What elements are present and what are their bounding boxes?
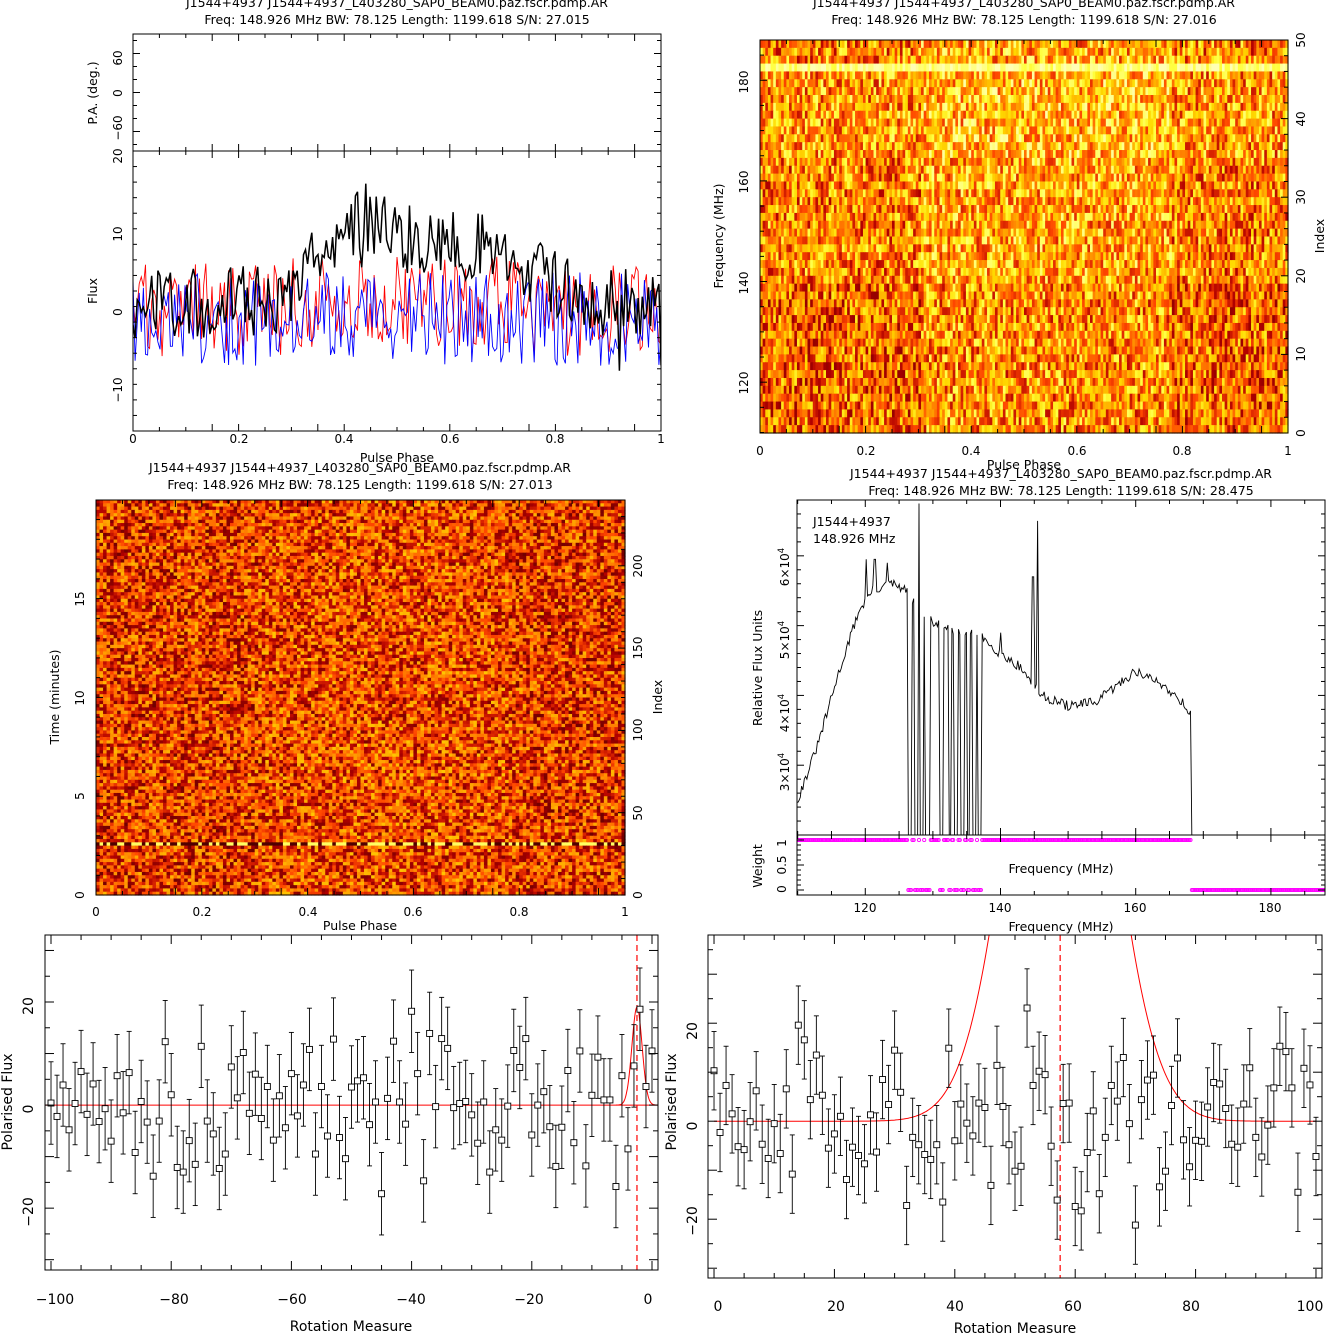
figure: J1544+4937 J1544+4937_L403280_SAP0_BEAM0… xyxy=(0,0,1326,1335)
pa-ytick-0: 0 xyxy=(111,89,125,97)
profile-xtick-0.8: 0.8 xyxy=(545,432,564,446)
pa-ylabel: P.A. (deg.) xyxy=(85,61,100,124)
profile-xtick-0.2: 0.2 xyxy=(229,432,248,446)
freq-phase-panel: J1544+4937 J1544+4937_L403280_SAP0_BEAM0… xyxy=(711,0,1326,472)
pa-ytick-60: 60 xyxy=(111,50,125,65)
profile-ytick-10: 10 xyxy=(111,226,125,241)
profile-title-line2: Freq: 148.926 MHz BW: 78.125 Length: 119… xyxy=(204,12,589,27)
pa-ticks xyxy=(133,34,661,151)
freq-phase-heatmap xyxy=(760,40,1289,434)
profile-xtick-1: 1 xyxy=(657,432,665,446)
pa-frame xyxy=(133,34,661,151)
profile-title-line1: J1544+4937 J1544+4937_L403280_SAP0_BEAM0… xyxy=(185,0,608,10)
freq-phase-title-line1: J1544+4937 J1544+4937_L403280_SAP0_BEAM0… xyxy=(812,0,1235,10)
profile-ylabel: Flux xyxy=(85,278,100,304)
profile-xtick-0.6: 0.6 xyxy=(440,432,459,446)
profile-ytick-neg10: −10 xyxy=(111,377,125,402)
profile-plot: −10 0 10 20 Flux 0 0.2 0.4 0.6 0.8 1 Pul… xyxy=(85,148,665,465)
profile-xtick-0: 0 xyxy=(129,432,137,446)
profile-ytick-0: 0 xyxy=(111,308,125,316)
profile-line-total-intensity xyxy=(133,184,661,371)
pa-plot: 60 0 −60 P.A. (deg.) xyxy=(85,34,661,151)
profile-ytick-20: 20 xyxy=(111,148,125,163)
freq-phase-title-line2: Freq: 148.926 MHz BW: 78.125 Length: 119… xyxy=(831,12,1216,27)
profile-panel: J1544+4937 J1544+4937_L403280_SAP0_BEAM0… xyxy=(85,0,665,465)
profile-xtick-0.4: 0.4 xyxy=(334,432,353,446)
pa-ytick-neg60: −60 xyxy=(111,115,125,140)
